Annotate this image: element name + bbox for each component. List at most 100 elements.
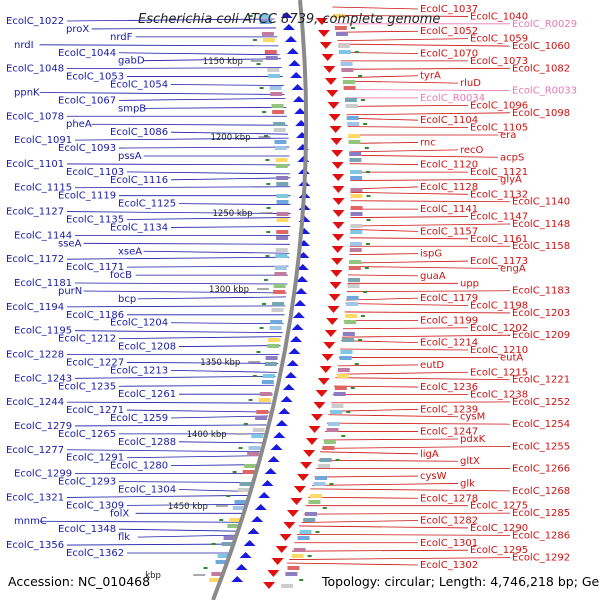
right-label-ecolc-1096[interactable]: EcolC_1096	[470, 100, 528, 111]
right-label-ecolc-1202[interactable]: EcolC_1202	[470, 323, 528, 334]
left-label-ecolc-1115[interactable]: EcolC_1115	[14, 183, 72, 194]
left-label-nrdf[interactable]: nrdF	[110, 32, 133, 43]
left-label-focb[interactable]: focB	[110, 270, 132, 281]
left-label-ecolc-1171[interactable]: EcolC_1171	[66, 262, 124, 273]
right-label-ecolc-1060[interactable]: EcolC_1060	[512, 41, 570, 52]
left-label-ecolc-1321[interactable]: EcolC_1321	[6, 492, 64, 503]
left-label-ecolc-1091[interactable]: EcolC_1091	[14, 135, 72, 146]
left-label-ecolc-1261[interactable]: EcolC_1261	[118, 389, 176, 400]
left-label-ecolc-1054[interactable]: EcolC_1054	[110, 80, 168, 91]
left-label-ecolc-1265[interactable]: EcolC_1265	[58, 429, 116, 440]
left-label-ecolc-1022[interactable]: EcolC_1022	[6, 16, 64, 27]
left-label-ecolc-1348[interactable]: EcolC_1348	[58, 524, 116, 535]
left-label-nrdi[interactable]: nrdI	[14, 40, 34, 51]
right-label-ecolc-1302[interactable]: EcolC_1302	[420, 560, 478, 571]
right-label-ispg[interactable]: ispG	[420, 249, 442, 260]
right-label-ecolc-1254[interactable]: EcolC_1254	[512, 419, 570, 430]
left-label-ecolc-1125[interactable]: EcolC_1125	[118, 199, 176, 210]
left-label-phea[interactable]: pheA	[66, 119, 92, 130]
right-label-ecolc-1059[interactable]: EcolC_1059	[470, 34, 528, 45]
right-label-ecolc-1278[interactable]: EcolC_1278	[420, 493, 478, 504]
left-label-ecolc-1212[interactable]: EcolC_1212	[58, 334, 116, 345]
left-label-ecolc-1293[interactable]: EcolC_1293	[58, 477, 116, 488]
left-label-ecolc-1172[interactable]: EcolC_1172	[6, 254, 64, 265]
right-label-gltx[interactable]: gltX	[460, 456, 480, 467]
left-label-ecolc-1362[interactable]: EcolC_1362	[66, 548, 124, 559]
left-label-ecolc-1277[interactable]: EcolC_1277	[6, 445, 64, 456]
right-label-ecolc-1132[interactable]: EcolC_1132	[470, 189, 528, 200]
left-label-ecolc-1053[interactable]: EcolC_1053	[66, 72, 124, 83]
left-label-ppnk[interactable]: ppnK	[14, 87, 40, 98]
left-label-ecolc-1144[interactable]: EcolC_1144	[14, 230, 72, 241]
right-label-euta[interactable]: eutA	[500, 352, 523, 363]
right-label-ecolc-1161[interactable]: EcolC_1161	[470, 234, 528, 245]
right-label-ecolc-1301[interactable]: EcolC_1301	[420, 538, 478, 549]
left-label-ecolc-1279[interactable]: EcolC_1279	[14, 421, 72, 432]
right-label-ecolc-1120[interactable]: EcolC_1120	[420, 160, 478, 171]
left-label-pssa[interactable]: pssA	[118, 151, 142, 162]
right-label-ecolc-1158[interactable]: EcolC_1158	[512, 241, 570, 252]
right-label-ecolc-1040[interactable]: EcolC_1040	[470, 11, 528, 22]
right-label-ecolc-1147[interactable]: EcolC_1147	[470, 212, 528, 223]
right-label-ecolc-1121[interactable]: EcolC_1121	[470, 167, 528, 178]
left-label-xsea[interactable]: xseA	[118, 246, 142, 257]
left-label-ssea[interactable]: sseA	[58, 238, 82, 249]
left-label-ecolc-1181[interactable]: EcolC_1181	[14, 278, 72, 289]
right-label-ecolc-1290[interactable]: EcolC_1290	[470, 523, 528, 534]
right-label-ecolc-1286[interactable]: EcolC_1286	[512, 530, 570, 541]
left-label-ecolc-1119[interactable]: EcolC_1119	[58, 191, 116, 202]
right-label-ecolc-1098[interactable]: EcolC_1098	[512, 108, 570, 119]
right-label-ecolc-1295[interactable]: EcolC_1295	[470, 545, 528, 556]
left-label-ecolc-1195[interactable]: EcolC_1195	[14, 326, 72, 337]
left-label-ecolc-1309[interactable]: EcolC_1309	[66, 500, 124, 511]
left-label-ecolc-1288[interactable]: EcolC_1288	[118, 437, 176, 448]
left-label-folx[interactable]: folX	[110, 508, 129, 519]
left-label-ecolc-1194[interactable]: EcolC_1194	[6, 302, 64, 313]
right-label-reco[interactable]: recO	[460, 145, 484, 156]
left-label-flk[interactable]: flk	[118, 532, 130, 543]
right-label-cysw[interactable]: cysW	[420, 471, 447, 482]
left-label-ecolc-1103[interactable]: EcolC_1103	[66, 167, 124, 178]
left-label-ecolc-1243[interactable]: EcolC_1243	[14, 373, 72, 384]
right-label-ecolc-1148[interactable]: EcolC_1148	[512, 219, 570, 230]
left-label-ecolc-1244[interactable]: EcolC_1244	[6, 397, 64, 408]
left-label-ecolc-1048[interactable]: EcolC_1048	[6, 64, 64, 75]
left-label-mnmc[interactable]: mnmC	[14, 516, 47, 527]
left-label-ecolc-1067[interactable]: EcolC_1067	[58, 95, 116, 106]
right-label-ecolc-1203[interactable]: EcolC_1203	[512, 308, 570, 319]
right-label-ecolc-1255[interactable]: EcolC_1255	[512, 441, 570, 452]
right-label-glk[interactable]: glk	[460, 478, 475, 489]
left-label-ecolc-1134[interactable]: EcolC_1134	[110, 222, 168, 233]
left-label-ecolc-1086[interactable]: EcolC_1086	[110, 127, 168, 138]
right-label-ecolc-1173[interactable]: EcolC_1173	[470, 256, 528, 267]
left-label-ecolc-1235[interactable]: EcolC_1235	[58, 381, 116, 392]
left-label-ecolc-1208[interactable]: EcolC_1208	[118, 342, 176, 353]
left-label-ecolc-1228[interactable]: EcolC_1228	[6, 349, 64, 360]
right-label-ecolc-r0029[interactable]: EcolC_R0029	[512, 19, 577, 30]
right-label-ecolc-1247[interactable]: EcolC_1247	[420, 427, 478, 438]
right-label-ecolc-1105[interactable]: EcolC_1105	[470, 123, 528, 134]
right-label-tyra[interactable]: tyrA	[420, 71, 441, 82]
left-label-prox[interactable]: proX	[66, 24, 89, 35]
left-label-ecolc-1135[interactable]: EcolC_1135	[66, 215, 124, 226]
left-label-ecolc-1299[interactable]: EcolC_1299	[14, 469, 72, 480]
right-label-upp[interactable]: upp	[460, 278, 479, 289]
right-label-eutd[interactable]: eutD	[420, 360, 444, 371]
right-label-ecolc-1268[interactable]: EcolC_1268	[512, 486, 570, 497]
left-label-ecolc-1116[interactable]: EcolC_1116	[110, 175, 168, 186]
right-label-ecolc-1238[interactable]: EcolC_1238	[470, 389, 528, 400]
right-label-guaa[interactable]: guaA	[420, 271, 446, 282]
right-label-ecolc-1183[interactable]: EcolC_1183	[512, 286, 570, 297]
right-label-ecolc-1179[interactable]: EcolC_1179	[420, 293, 478, 304]
right-label-ecolc-1209[interactable]: EcolC_1209	[512, 330, 570, 341]
left-label-ecolc-1186[interactable]: EcolC_1186	[66, 310, 124, 321]
right-label-ecolc-1210[interactable]: EcolC_1210	[470, 345, 528, 356]
right-label-ecolc-1140[interactable]: EcolC_1140	[512, 197, 570, 208]
left-label-ecolc-1044[interactable]: EcolC_1044	[58, 48, 116, 59]
right-label-ecolc-1198[interactable]: EcolC_1198	[470, 301, 528, 312]
left-label-ecolc-1304[interactable]: EcolC_1304	[118, 484, 176, 495]
right-label-ecolc-r0034[interactable]: EcolC_R0034	[420, 93, 485, 104]
right-label-ecolc-1199[interactable]: EcolC_1199	[420, 315, 478, 326]
right-label-enga[interactable]: engA	[500, 263, 526, 274]
